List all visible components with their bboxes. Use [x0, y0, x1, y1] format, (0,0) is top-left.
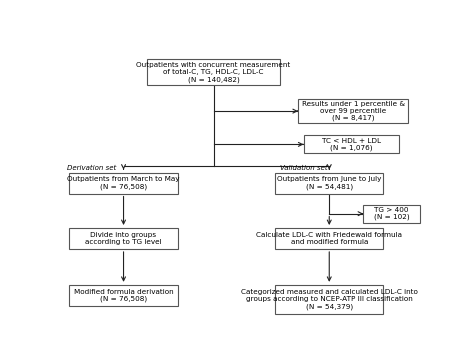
Text: Outpatients from June to July
(N = 54,481): Outpatients from June to July (N = 54,48…: [277, 176, 382, 190]
Text: Results under 1 percentile &
over 99 percentile
(N = 8,417): Results under 1 percentile & over 99 per…: [301, 101, 405, 121]
FancyBboxPatch shape: [69, 173, 178, 194]
FancyBboxPatch shape: [275, 228, 383, 249]
FancyBboxPatch shape: [69, 285, 178, 306]
Text: Categorized measured and calculated LDL-C into
groups according to NCEP-ATP III : Categorized measured and calculated LDL-…: [241, 289, 418, 310]
FancyBboxPatch shape: [275, 173, 383, 194]
Text: Modified formula derivation
(N = 76,508): Modified formula derivation (N = 76,508): [74, 289, 173, 302]
FancyBboxPatch shape: [69, 228, 178, 249]
FancyBboxPatch shape: [275, 285, 383, 314]
Text: Outpatients from March to May
(N = 76,508): Outpatients from March to May (N = 76,50…: [67, 176, 180, 190]
FancyBboxPatch shape: [147, 59, 280, 85]
Text: Validation set: Validation set: [280, 166, 327, 171]
Text: TG > 400
(N = 102): TG > 400 (N = 102): [374, 207, 410, 220]
Text: Calculate LDL-C with Friedewald formula
and modified formula: Calculate LDL-C with Friedewald formula …: [256, 232, 402, 245]
FancyBboxPatch shape: [363, 205, 420, 223]
Text: TC < HDL + LDL
(N = 1,076): TC < HDL + LDL (N = 1,076): [322, 138, 381, 151]
Text: Divide into groups
according to TG level: Divide into groups according to TG level: [85, 232, 162, 245]
FancyBboxPatch shape: [298, 99, 408, 123]
Text: Outpatients with concurrent measurement
of total-C, TG, HDL-C, LDL-C
(N = 140,48: Outpatients with concurrent measurement …: [137, 62, 291, 82]
Text: Derivation set: Derivation set: [67, 166, 117, 171]
FancyBboxPatch shape: [303, 135, 399, 153]
